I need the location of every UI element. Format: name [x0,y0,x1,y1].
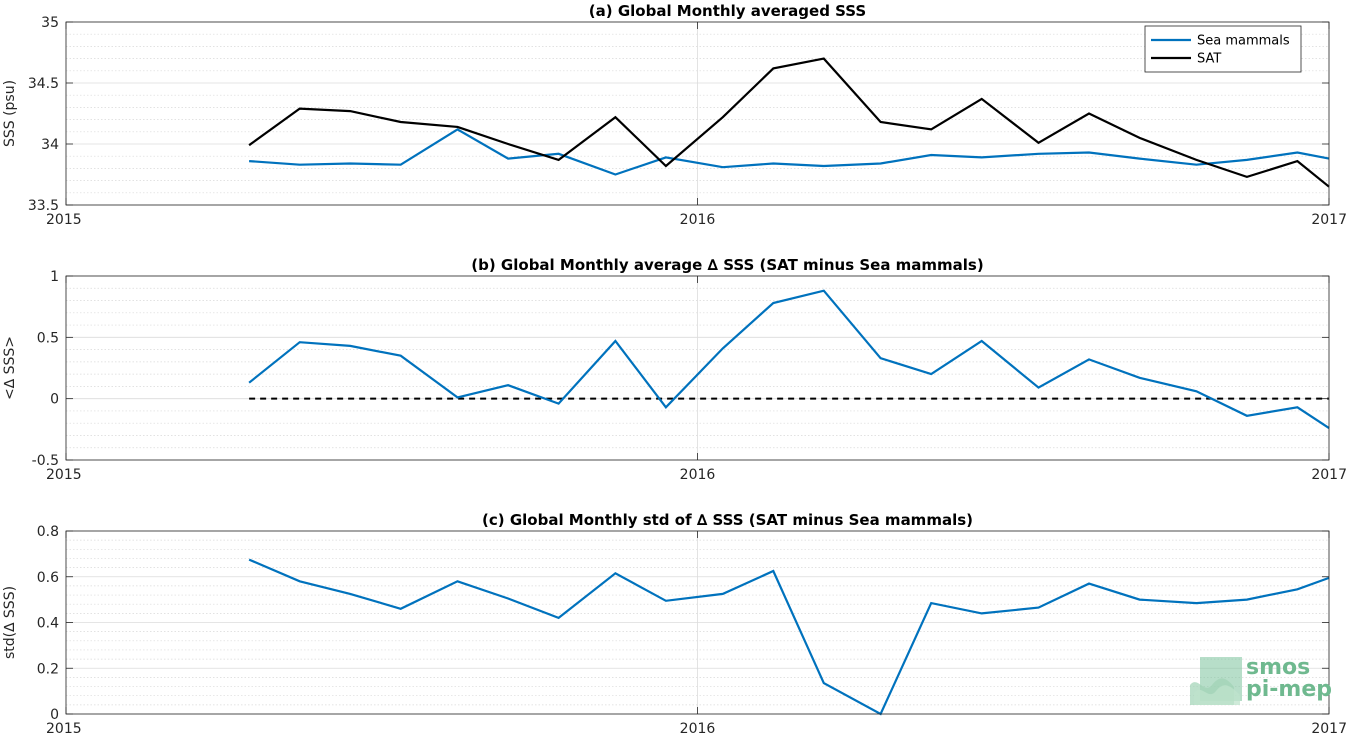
x-tick-label: 2015 [46,721,82,736]
chart-title: (a) Global Monthly averaged SSS [589,2,866,20]
legend: Sea mammals SAT [1144,25,1302,73]
chart-title: (c) Global Monthly std of ∆ SSS (SAT min… [482,511,973,529]
x-tick-label: 2015 [46,212,82,228]
y-axis-label: std(∆ SSS) [2,586,18,659]
y-tick-label: 0 [50,707,59,723]
y-tick-label: -0.5 [32,453,59,469]
x-tick-label: 2016 [680,212,716,228]
panel-c: 0 0.2 0.4 0.6 0.8 2015 2016 2017 (c) Global Mont… [2,511,1347,736]
y-tick-label: 34.5 [28,76,59,92]
smos-pi-mep-logo: smos pi-mep [1190,655,1332,705]
x-tick-label: 2017 [1311,721,1347,736]
legend-box [1144,25,1302,73]
y-tick-label: 33.5 [28,198,59,214]
y-tick-label: 35 [41,15,59,31]
chart-title: (b) Global Monthly average ∆ SSS (SAT mi… [471,256,983,274]
series-line-delta-sss [248,289,1330,430]
y-tick-label: 1 [50,269,59,285]
series-line-sat [248,57,1330,188]
logo-text-smos: smos [1246,655,1310,680]
y-tick-label: 0 [50,392,59,408]
y-axis-label: SSS (psu) [2,80,18,147]
panel-b: -0.5 0 0.5 1 2015 2016 2017 (b) Global Monthly … [2,256,1347,483]
x-tick-label: 2017 [1311,212,1347,228]
series-line-sea-mammals [249,128,1330,176]
y-tick-label: 34 [41,137,59,153]
y-tick-label: 0.2 [37,661,59,677]
logo-waves-icon [1190,657,1242,705]
series-line-delta-sss [248,558,1330,716]
legend-label: SAT [1197,52,1221,67]
y-axis-label: <∆ SSS> [2,336,18,400]
y-tick-label: 0.5 [37,330,59,346]
legend-label: Sea mammals [1197,34,1290,49]
x-tick-label: 2017 [1311,467,1347,483]
y-tick-label: 0.8 [37,524,59,540]
x-tick-label: 2015 [46,467,82,483]
logo-text-pimep: pi-mep [1246,677,1332,702]
panel-a: 33.5 34 34.5 35 2015 2016 2017 (a) Global Month… [2,2,1347,228]
y-tick-label: 0.4 [37,616,59,632]
y-tick-label: 0.6 [37,570,59,586]
x-tick-label: 2016 [680,467,716,483]
x-tick-label: 2016 [680,721,716,736]
